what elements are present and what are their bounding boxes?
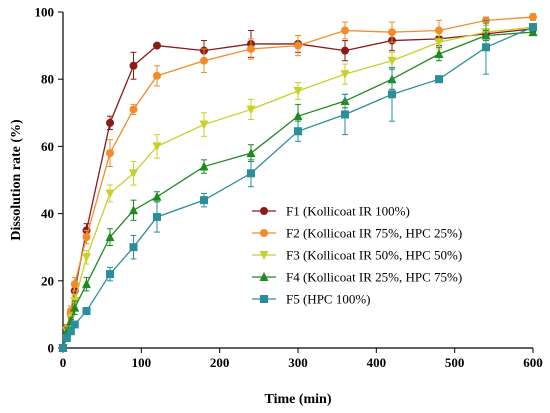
series-line xyxy=(62,28,534,349)
x-tick-label: 500 xyxy=(445,355,465,370)
data-point xyxy=(435,26,443,35)
data-point xyxy=(341,26,349,35)
x-tick-label: 300 xyxy=(288,355,308,370)
data-point xyxy=(82,233,91,242)
y-tick-label: 0 xyxy=(48,341,55,356)
y-axis-title: Dissolution rate (%) xyxy=(9,119,24,241)
data-point xyxy=(247,169,255,178)
data-point xyxy=(435,75,443,84)
data-point xyxy=(246,148,256,158)
y-tick-label: 20 xyxy=(41,273,54,288)
data-point xyxy=(70,280,79,289)
data-point xyxy=(294,127,302,136)
series-layer xyxy=(58,13,538,353)
data-point xyxy=(66,327,75,336)
legend-marker xyxy=(259,272,269,281)
legend-marker xyxy=(260,207,268,215)
legend-item-2: F2 (Kollicoat IR 75%, HPC 25%) xyxy=(252,226,462,241)
data-point xyxy=(482,43,490,52)
data-point xyxy=(82,253,91,263)
data-point xyxy=(294,41,302,50)
data-point xyxy=(106,270,114,279)
data-point xyxy=(529,13,537,22)
data-point xyxy=(152,142,162,152)
data-point xyxy=(434,38,444,48)
legend-marker xyxy=(259,251,269,260)
legend-label: F4 (Kollicoat IR 25%, HPC 75%) xyxy=(286,270,462,285)
data-point xyxy=(82,307,91,316)
data-point xyxy=(153,41,161,50)
x-tick-label: 200 xyxy=(210,355,230,370)
data-point xyxy=(200,196,208,205)
data-point xyxy=(129,169,138,179)
data-point xyxy=(341,46,349,55)
legend: F1 (Kollicoat IR 100%) F2 (Kollicoat IR 7… xyxy=(252,204,462,307)
legend-marker xyxy=(260,295,268,303)
data-point xyxy=(199,120,209,130)
legend-item-1: F1 (Kollicoat IR 100%) xyxy=(252,204,410,219)
legend-item-4: F4 (Kollicoat IR 25%, HPC 75%) xyxy=(252,270,462,285)
data-point xyxy=(70,302,80,312)
data-point xyxy=(106,149,114,158)
data-point xyxy=(388,90,396,99)
data-point xyxy=(293,111,303,121)
data-point xyxy=(528,27,538,37)
data-point xyxy=(434,49,444,58)
data-point xyxy=(153,71,161,80)
data-point xyxy=(129,105,138,114)
x-tick-label: 400 xyxy=(367,355,387,370)
data-point xyxy=(129,61,138,70)
data-point xyxy=(387,56,397,66)
legend-item-5: F5 (HPC 100%) xyxy=(252,292,371,307)
x-axis-title: Time (min) xyxy=(264,392,331,407)
data-point xyxy=(59,344,67,352)
x-tick-label: 600 xyxy=(523,355,543,370)
series-5 xyxy=(59,19,537,352)
data-point xyxy=(129,205,138,215)
x-ticks: 0 100 200 300 400 500 600 xyxy=(60,348,543,370)
x-tick-label: 100 xyxy=(132,355,152,370)
legend-marker xyxy=(260,229,268,237)
x-tick-label: 0 xyxy=(60,355,67,370)
y-tick-label: 100 xyxy=(35,5,55,20)
data-point xyxy=(152,191,162,201)
legend-label: F5 (HPC 100%) xyxy=(286,292,371,307)
data-point xyxy=(70,320,79,329)
legend-label: F1 (Kollicoat IR 100%) xyxy=(286,204,410,219)
data-point xyxy=(106,118,114,127)
legend-label: F2 (Kollicoat IR 75%, HPC 25%) xyxy=(286,226,462,241)
data-point xyxy=(129,243,138,252)
data-point xyxy=(200,56,208,65)
legend-item-3: F3 (Kollicoat IR 50%, HPC 50%) xyxy=(252,248,462,263)
data-point xyxy=(82,279,91,289)
data-point xyxy=(247,44,255,53)
data-point xyxy=(105,232,115,242)
data-point xyxy=(293,86,303,96)
legend-label: F3 (Kollicoat IR 50%, HPC 50%) xyxy=(286,248,462,263)
y-tick-label: 60 xyxy=(41,139,54,154)
data-point xyxy=(105,189,115,199)
data-point xyxy=(153,212,161,221)
y-tick-label: 80 xyxy=(41,72,54,87)
y-ticks: 0 20 40 60 80 100 xyxy=(35,5,63,356)
data-point xyxy=(246,105,256,115)
data-point xyxy=(340,70,350,80)
data-point xyxy=(388,28,396,37)
data-point xyxy=(529,23,537,32)
y-tick-label: 40 xyxy=(41,206,54,221)
data-point xyxy=(199,161,209,171)
data-point xyxy=(341,110,349,119)
data-point xyxy=(62,333,71,342)
